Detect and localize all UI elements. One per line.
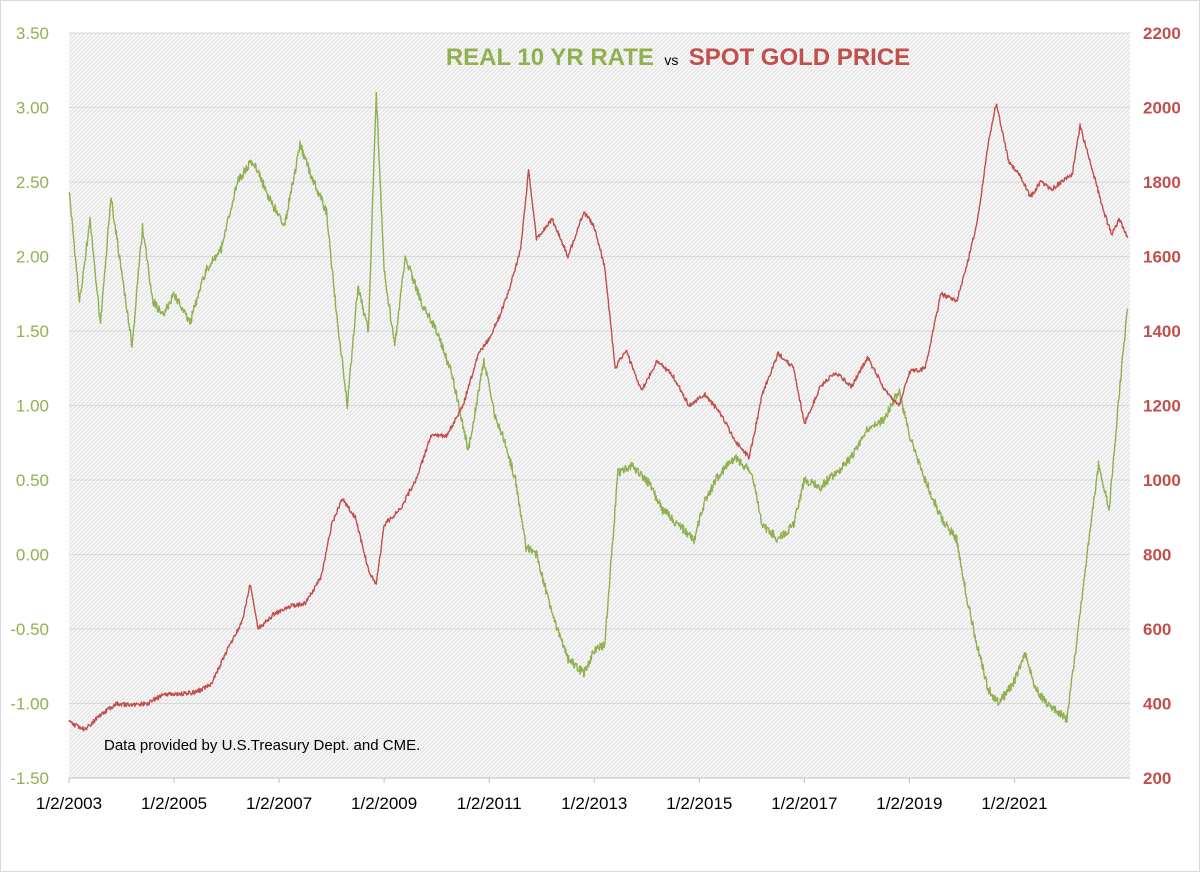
x-tick-label: 1/2/2021 bbox=[981, 794, 1047, 813]
x-tick-label: 1/2/2011 bbox=[457, 794, 522, 813]
left-tick-label: 2.50 bbox=[16, 173, 49, 192]
right-tick-label: 600 bbox=[1143, 620, 1171, 639]
right-tick-label: 1800 bbox=[1143, 173, 1181, 192]
x-tick-label: 1/2/2013 bbox=[561, 794, 627, 813]
left-tick-label: 3.00 bbox=[16, 99, 49, 118]
x-tick-label: 1/2/2009 bbox=[351, 794, 417, 813]
left-tick-label: -0.50 bbox=[10, 620, 49, 639]
right-axis-ticks: 2200 2000 1800 1600 1400 1200 1000 800 600 400 200 bbox=[1143, 24, 1181, 788]
x-tick-label: 1/2/2019 bbox=[876, 794, 942, 813]
right-tick-label: 1600 bbox=[1143, 248, 1181, 267]
x-axis-ticks: 1/2/2003 1/2/2005 1/2/2007 1/2/2009 1/2/2011… bbox=[36, 778, 1048, 813]
data-source-note: Data provided by U.S.Treasury Dept. and … bbox=[104, 737, 420, 754]
series-line-gold bbox=[68, 103, 1129, 732]
left-tick-label: 1.50 bbox=[16, 322, 49, 341]
left-tick-label: 3.50 bbox=[16, 24, 49, 43]
right-tick-label: 200 bbox=[1143, 769, 1171, 788]
right-tick-label: 1000 bbox=[1143, 471, 1181, 490]
left-tick-label: -1.50 bbox=[10, 769, 49, 788]
x-tick-label: 1/2/2017 bbox=[771, 794, 837, 813]
left-tick-label: -1.00 bbox=[10, 695, 49, 714]
right-tick-label: 2000 bbox=[1143, 99, 1181, 118]
title-part-real-rate: REAL 10 YR RATE bbox=[446, 44, 654, 71]
series-layer bbox=[68, 91, 1129, 732]
series-line-real-rate bbox=[68, 91, 1129, 723]
left-tick-label: 0.50 bbox=[16, 471, 49, 490]
x-tick-label: 1/2/2005 bbox=[141, 794, 207, 813]
title-connector: vs bbox=[664, 52, 678, 68]
left-tick-label: 2.00 bbox=[16, 248, 49, 267]
left-tick-label: 1.00 bbox=[16, 397, 49, 416]
title-part-gold: SPOT GOLD PRICE bbox=[689, 44, 910, 71]
right-tick-label: 400 bbox=[1143, 695, 1171, 714]
right-tick-label: 1400 bbox=[1143, 322, 1181, 341]
right-tick-label: 2200 bbox=[1143, 24, 1181, 43]
chart-title: REAL 10 YR RATE vs SPOT GOLD PRICE bbox=[446, 44, 910, 71]
x-tick-label: 1/2/2007 bbox=[246, 794, 312, 813]
right-tick-label: 800 bbox=[1143, 546, 1171, 565]
x-tick-label: 1/2/2015 bbox=[666, 794, 732, 813]
left-axis-ticks: 3.50 3.00 2.50 2.00 1.50 1.00 0.50 0.00 -0.50 -1.… bbox=[10, 24, 49, 788]
right-tick-label: 1200 bbox=[1143, 397, 1181, 416]
left-tick-label: 0.00 bbox=[16, 546, 49, 565]
x-tick-label: 1/2/2003 bbox=[36, 794, 102, 813]
